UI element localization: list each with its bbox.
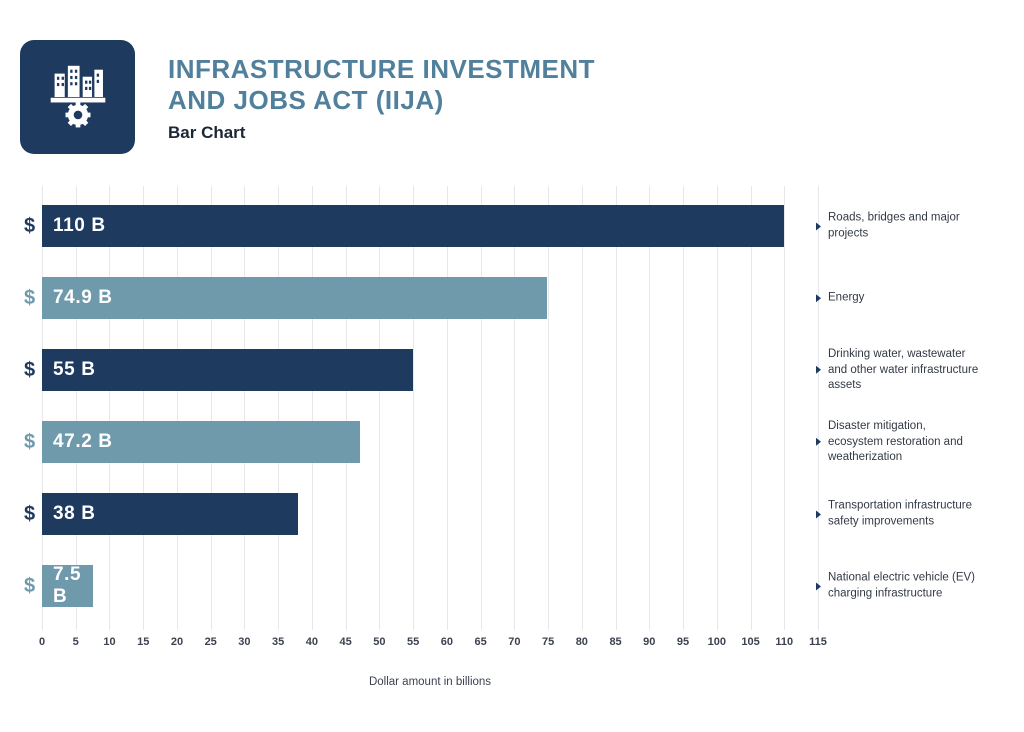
x-tick-label: 105 [741,636,760,648]
x-tick-label: 65 [474,636,487,648]
category-marker-icon [816,222,821,230]
page-title: INFRASTRUCTURE INVESTMENT AND JOBS ACT (… [168,54,595,116]
currency-prefix: $ [24,287,36,309]
category-marker-icon [816,366,821,374]
x-axis-label: Dollar amount in billions [368,676,492,688]
gridline [379,186,381,630]
category-label: Energy [828,291,865,304]
gridline [480,186,482,630]
x-tick-label: 60 [440,636,453,648]
gridline [818,186,819,630]
city-buildings-gear-icon [50,65,105,128]
category-label: National electric vehicle (EV) charging … [828,571,976,600]
bar-value-label: 55 B [53,359,96,380]
currency-prefix: $ [24,575,36,597]
page-title-line2: AND JOBS ACT (IIJA) [168,85,444,115]
bar: 38 B [42,493,299,535]
bar-value-label: 74.9 B [53,287,113,308]
x-tick-label: 115 [809,636,827,648]
x-tick-label: 45 [339,636,352,648]
x-tick-label: 85 [609,636,622,648]
category-label-group: Energy [816,290,980,306]
category-marker-icon [816,438,821,446]
gridline [615,186,617,630]
bar: 74.9 B [42,277,548,319]
x-tick-label: 25 [204,636,217,648]
x-tick-label: 95 [676,636,690,648]
x-tick-label: 75 [541,636,555,648]
x-tick-label: 90 [643,636,656,648]
bar: 7.5 B [42,564,93,607]
x-tick-label: 5 [72,636,79,648]
category-label-group: Roads, bridges and major projects [816,211,980,242]
x-tick-label: 80 [575,636,588,648]
category-label: Roads, bridges and major projects [828,211,960,240]
x-tick-label: 0 [38,636,46,648]
gridline [683,186,685,630]
gridline [716,186,718,630]
gridline [244,186,246,630]
gridline [649,186,651,630]
gridline [109,186,111,630]
category-marker-icon [816,294,821,302]
gridline [784,186,786,630]
currency-prefix: $ [24,359,36,381]
category-marker-icon [816,582,821,590]
gridline [75,186,77,630]
x-tick-label: 35 [272,636,285,648]
header: INFRASTRUCTURE INVESTMENT AND JOBS ACT (… [168,54,595,143]
category-label-group: Drinking water, wastewater and other wat… [816,347,980,394]
chart-subtitle: Bar Chart [168,123,246,142]
x-tick-label: 30 [238,636,251,648]
gridline [514,186,516,630]
x-tick-label: 20 [170,636,184,648]
gridline [446,186,448,630]
currency-prefix: $ [24,431,36,453]
gridline [413,186,415,630]
gridline [345,186,347,630]
page-title-line1: INFRASTRUCTURE INVESTMENT [168,54,596,84]
currency-prefix: $ [24,215,36,237]
gridline [750,186,752,630]
x-tick-label: 10 [103,636,116,648]
category-label: Drinking water, wastewater and other wat… [828,347,979,391]
category-label-group: National electric vehicle (EV) charging … [816,571,980,602]
x-tick-label: 15 [137,636,150,648]
gridline [548,186,550,630]
bar: 110 B [42,205,785,247]
bar-value-label: 38 B [53,503,96,524]
x-tick-label: 40 [305,636,319,648]
currency-prefix: $ [24,503,36,525]
x-tick-label: 70 [508,636,521,648]
category-label: Disaster mitigation, ecosystem restorati… [828,419,963,463]
app-logo [20,40,135,154]
x-tick-label: 100 [707,636,726,648]
x-tick-label: 50 [373,636,386,648]
gridline [311,186,313,630]
category-label: Transportation infrastructure safety imp… [828,499,973,528]
category-marker-icon [816,510,821,518]
bar-chart: 0 5 10 15 20 25 30 35 40 45 50 55 60 65 70 75 80 85 90 95 10… [0,186,1024,706]
gridline [42,186,43,630]
bar-value-label: 7.5 B [53,564,82,607]
bar: 55 B [42,349,414,391]
category-label-group: Disaster mitigation, ecosystem restorati… [816,419,980,466]
gridline [143,186,145,630]
category-label-group: Transportation infrastructure safety imp… [816,499,980,530]
bar-value-label: 47.2 B [53,431,113,452]
gridline [210,186,212,630]
gridline [278,186,280,630]
gridline [176,186,178,630]
gridline [581,186,583,630]
bar-value-label: 110 B [53,215,106,236]
x-tick-label: 55 [407,636,420,648]
x-tick-label: 110 [775,636,794,648]
bar: 47.2 B [42,421,361,463]
plot-area: 0 5 10 15 20 25 30 35 40 45 50 55 60 65 70 75 80 85 90 95 10… [39,186,827,648]
